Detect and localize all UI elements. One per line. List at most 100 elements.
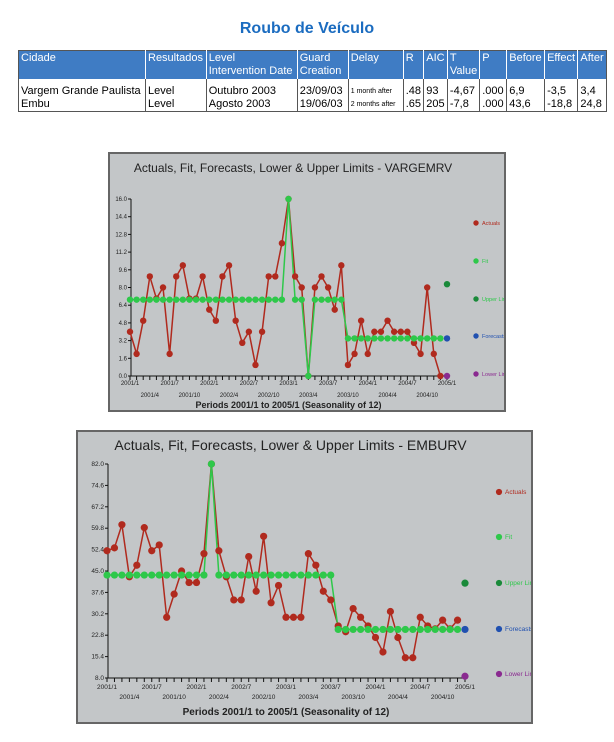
- y-tick-label: 37.6: [91, 589, 104, 596]
- actual-point: [133, 350, 140, 358]
- fit-point: [133, 571, 141, 579]
- actual-point: [200, 550, 208, 558]
- cell: -3,5: [544, 79, 578, 98]
- cell: -4,67: [446, 79, 480, 98]
- forecast-point: [461, 625, 469, 634]
- actual-point: [311, 284, 319, 291]
- actual-point: [331, 306, 338, 313]
- legend-label: Upper Limit: [505, 580, 531, 587]
- fit-point: [423, 335, 431, 342]
- fit-point: [357, 335, 365, 342]
- x-tick-label: 2002/1: [200, 381, 219, 387]
- x-tick-label: 2002/10: [258, 393, 280, 399]
- legend-label: Forecasts: [482, 334, 504, 340]
- legend-label: Forecasts: [505, 626, 531, 633]
- x-tick-label: 2004/1: [366, 684, 386, 691]
- legend-label: Upper Limit: [482, 297, 504, 303]
- legend-marker: [495, 579, 503, 587]
- fit-point: [222, 571, 230, 579]
- y-tick-label: 30.2: [91, 611, 104, 618]
- fit-point: [237, 571, 245, 579]
- legend-marker: [473, 333, 479, 339]
- actual-point: [291, 273, 299, 280]
- actual-point: [439, 616, 447, 624]
- fit-point: [260, 571, 268, 579]
- x-tick-label: 2003/10: [341, 694, 365, 701]
- fit-point: [305, 372, 312, 380]
- y-tick-label: 9.6: [119, 268, 128, 274]
- fit-point: [453, 625, 462, 634]
- actual-point: [364, 350, 371, 358]
- y-tick-label: 6.4: [119, 303, 128, 309]
- y-tick-label: 14.4: [115, 215, 127, 221]
- fit-point: [390, 335, 398, 342]
- x-axis-label: Periods 2001/1 to 2005/1 (Seasonality of…: [183, 707, 390, 718]
- actual-point: [265, 273, 272, 280]
- legend-marker: [495, 670, 503, 678]
- col-delay: Delay: [347, 50, 404, 79]
- fit-point: [140, 296, 147, 303]
- fit-point: [245, 571, 253, 579]
- actual-point: [206, 306, 213, 313]
- x-tick-label: 2001/4: [119, 694, 139, 701]
- actual-point: [232, 317, 239, 324]
- y-tick-label: 67.2: [91, 504, 104, 511]
- actual-point: [379, 648, 387, 656]
- fit-point: [410, 335, 418, 342]
- fit-point: [239, 296, 246, 303]
- actual-point: [110, 544, 119, 552]
- cell: 3,4: [577, 79, 607, 98]
- actual-point: [146, 273, 154, 280]
- x-tick-label: 2002/7: [231, 684, 251, 691]
- actual-point: [245, 552, 253, 561]
- fit-point: [289, 571, 298, 579]
- fit-point: [371, 625, 380, 634]
- fit-point: [252, 296, 259, 303]
- fit-point: [200, 571, 208, 579]
- cell: 43,6: [506, 98, 545, 112]
- col-guard: Guard Creation: [296, 50, 349, 79]
- cell: Outubro 2003: [205, 79, 298, 98]
- cell: -7,8: [446, 98, 480, 112]
- actual-point: [282, 613, 290, 621]
- y-tick-label: 16.0: [115, 197, 127, 203]
- fit-point: [401, 625, 409, 634]
- x-tick-label: 2002/4: [220, 393, 239, 399]
- fit-point: [177, 571, 186, 579]
- fit-point: [431, 625, 439, 634]
- actual-point: [423, 284, 431, 291]
- table-row: Vargem Grande Paulista Level Outubro 200…: [19, 79, 607, 98]
- cell: 24,8: [577, 98, 607, 112]
- y-tick-label: 52.4: [91, 547, 104, 554]
- x-tick-label: 2001/4: [141, 393, 160, 399]
- actual-point: [297, 613, 305, 621]
- x-tick-label: 2005/1: [438, 381, 457, 387]
- y-tick-label: 15.4: [91, 654, 104, 661]
- col-r: R: [402, 50, 424, 79]
- legend-label: Lower Limit: [505, 671, 531, 678]
- fit-point: [298, 296, 305, 303]
- actual-point: [409, 654, 417, 662]
- actual-point: [179, 262, 187, 269]
- legend-marker: [473, 258, 479, 264]
- y-tick-label: 22.8: [91, 632, 104, 639]
- actual-point: [173, 273, 180, 280]
- actual-point: [404, 328, 411, 335]
- fit-point: [285, 195, 292, 203]
- cell: Agosto 2003: [205, 98, 298, 112]
- fit-point: [133, 296, 140, 303]
- actual-point: [384, 317, 391, 324]
- cell: .48: [402, 79, 424, 98]
- actual-point: [324, 284, 332, 291]
- y-tick-label: 11.2: [116, 250, 128, 256]
- fit-point: [327, 571, 335, 579]
- fit-point: [437, 335, 444, 342]
- fit-point: [206, 296, 213, 303]
- fit-point: [342, 625, 350, 634]
- legend-label: Fit: [482, 259, 489, 265]
- fit-point: [430, 335, 437, 342]
- actual-point: [159, 284, 167, 291]
- fit-point: [364, 335, 371, 342]
- fit-point: [397, 335, 404, 342]
- fit-point: [126, 296, 134, 303]
